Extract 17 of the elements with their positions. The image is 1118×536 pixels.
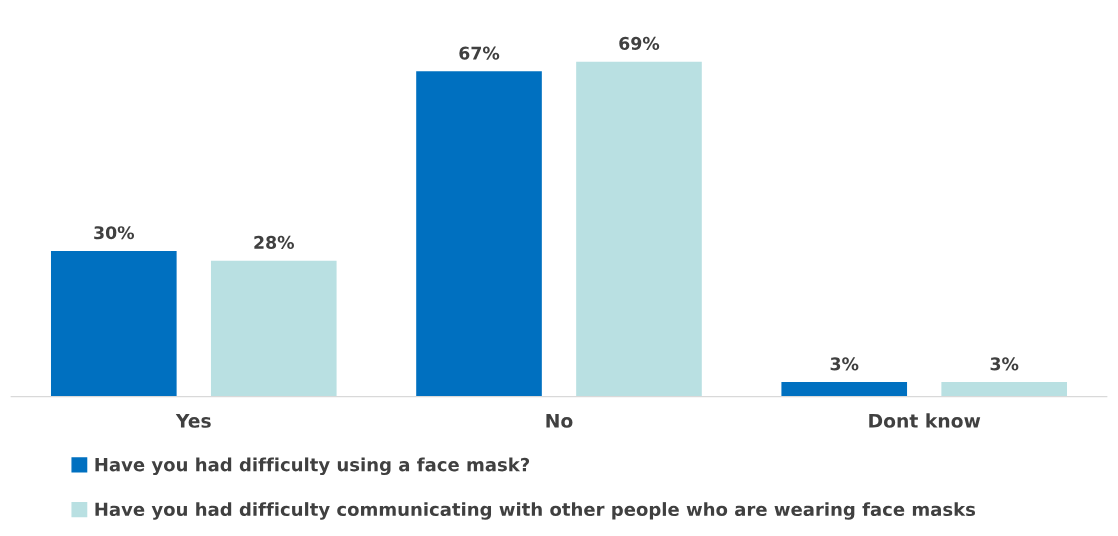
data-label: 69% [619, 36, 660, 50]
bar [50, 250, 177, 397]
data-label: 28% [254, 235, 294, 249]
bar [576, 61, 702, 397]
bar [941, 382, 1068, 397]
bar [781, 382, 908, 397]
data-label: 67% [459, 46, 500, 60]
bar [210, 260, 337, 397]
legend-label: Have you had difficulty using a face mask? [95, 457, 530, 476]
x-tick-label: Dont know [869, 413, 981, 428]
x-tick-label: Yes [175, 413, 211, 428]
data-label: 3% [990, 357, 1019, 371]
legend-label: Have you had difficulty communicating with other people who are wearing face masks [95, 502, 976, 520]
data-label: 30% [94, 226, 135, 240]
data-label: 3% [830, 357, 859, 371]
bar [416, 71, 542, 397]
x-tick-label: No [546, 413, 573, 428]
